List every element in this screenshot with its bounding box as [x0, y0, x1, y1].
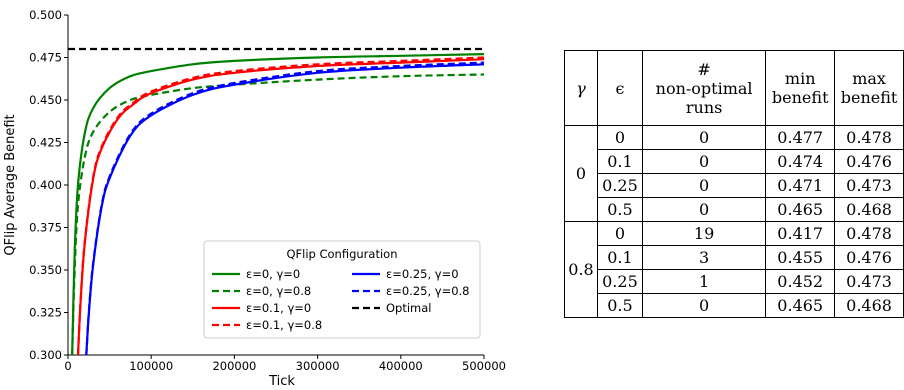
header-max: max: [852, 69, 886, 88]
min-benefit-cell: 0.465: [765, 293, 836, 318]
results-table: γ ϵ # non-optimal runs min benefit max b…: [564, 50, 904, 318]
epsilon-cell: 0.25: [596, 269, 643, 294]
y-tick-label: 0.500: [29, 8, 62, 22]
header-runs: runs: [685, 97, 723, 117]
min-benefit-cell: 0.474: [765, 149, 836, 174]
chart-axes: 0.300 0.325 0.350 0.375 0.400 0.425 0.450 0.475…: [3, 8, 506, 389]
y-tick-label: 0.475: [29, 51, 62, 65]
y-tick-label: 0.350: [29, 263, 62, 277]
max-benefit-cell: 0.473: [834, 173, 904, 198]
series-line: [71, 73, 484, 355]
legend-label: ε=0.25, γ=0.8: [386, 284, 470, 298]
legend-label: ε=0.1, γ=0.8: [246, 318, 322, 332]
gamma-group-cell: 0: [564, 125, 598, 222]
table-row: 0.25 1 0.452 0.473: [565, 269, 904, 294]
non-optimal-cell: 0: [641, 173, 767, 198]
legend-label: ε=0, γ=0: [246, 267, 300, 281]
table-row: 0.25 0 0.471 0.473: [565, 173, 904, 198]
header-non-optimal: non-optimal: [655, 78, 753, 98]
header-min: min: [784, 69, 816, 88]
y-axis-label: QFlip Average Benefit: [3, 114, 18, 255]
y-tick-label: 0.300: [29, 348, 62, 362]
table-row: 0 0 0 0.477 0.478: [564, 125, 904, 222]
non-optimal-cell: 19: [641, 221, 767, 246]
y-tick-label: 0.375: [29, 221, 62, 235]
y-tick-label: 0.325: [29, 306, 62, 320]
x-tick-label: 200000: [212, 359, 256, 373]
x-tick-label: 0: [64, 359, 71, 373]
header-min-benefit: min benefit: [765, 50, 836, 126]
non-optimal-cell: 0: [641, 293, 767, 318]
x-axis-label: Tick: [268, 374, 295, 389]
table-header-row: γ ϵ # non-optimal runs min benefit max b…: [564, 50, 904, 126]
legend-label: ε=0.1, γ=0: [246, 301, 311, 315]
header-max-benefit-word: benefit: [840, 88, 898, 107]
min-benefit-cell: 0.465: [765, 197, 836, 222]
header-max-benefit: max benefit: [834, 50, 904, 126]
series-line: [85, 61, 484, 355]
series-line: [76, 56, 484, 355]
table-row: 0.5 0 0.465 0.468: [565, 197, 904, 222]
chart-series: [68, 47, 484, 355]
results-table-container: γ ϵ # non-optimal runs min benefit max b…: [564, 50, 904, 318]
y-tick-label: 0.400: [29, 178, 62, 192]
epsilon-cell: 0.1: [596, 149, 643, 174]
epsilon-cell: 0.1: [596, 245, 643, 270]
y-tick-label: 0.425: [29, 136, 62, 150]
max-benefit-cell: 0.468: [834, 197, 904, 222]
legend-label: Optimal: [386, 301, 432, 315]
table-row: 0.8 0 19 0.417 0.478: [564, 221, 904, 318]
epsilon-cell: 0.25: [596, 173, 643, 198]
non-optimal-cell: 3: [641, 245, 767, 270]
table-row: 0.5 0 0.465 0.468: [565, 293, 904, 318]
legend-box: [203, 240, 481, 339]
header-hash: #: [697, 59, 711, 79]
series-line: [71, 53, 484, 355]
chart-legend: QFlip Configuration ε=0, γ=0 ε=0, γ=0.8 ε=0…: [203, 240, 481, 339]
table-row: 0.1 3 0.455 0.476: [565, 245, 904, 270]
legend-label: ε=0.25, γ=0: [386, 267, 459, 281]
non-optimal-cell: 1: [641, 269, 767, 294]
min-benefit-cell: 0.452: [765, 269, 836, 294]
min-benefit-cell: 0.471: [765, 173, 836, 198]
table-row: 0.1 0 0.474 0.476: [565, 149, 904, 174]
x-tick-label: 100000: [129, 359, 173, 373]
x-tick-label: 300000: [296, 359, 340, 373]
x-tick-label: 500000: [462, 359, 506, 373]
max-benefit-cell: 0.473: [834, 269, 904, 294]
min-benefit-cell: 0.417: [765, 221, 836, 246]
max-benefit-cell: 0.478: [834, 221, 904, 246]
min-benefit-cell: 0.477: [765, 125, 836, 150]
max-benefit-cell: 0.478: [834, 125, 904, 150]
legend-label: ε=0, γ=0.8: [246, 284, 311, 298]
min-benefit-cell: 0.455: [765, 245, 836, 270]
epsilon-cell: 0.5: [596, 197, 643, 222]
line-chart: 0.300 0.325 0.350 0.375 0.400 0.425 0.450 0.475…: [3, 8, 506, 389]
gamma-group-cell: 0.8: [564, 221, 598, 318]
non-optimal-cell: 0: [641, 197, 767, 222]
legend-title: QFlip Configuration: [286, 247, 397, 261]
non-optimal-cell: 0: [641, 125, 767, 150]
header-gamma: γ: [564, 50, 598, 126]
x-tick-label: 400000: [379, 359, 423, 373]
header-min-benefit-word: benefit: [771, 88, 829, 107]
epsilon-cell: 0.5: [596, 293, 643, 318]
header-non-optimal-runs: # non-optimal runs: [641, 50, 767, 126]
header-epsilon: ϵ: [596, 50, 643, 126]
max-benefit-cell: 0.468: [834, 293, 904, 318]
epsilon-cell: 0: [596, 221, 643, 246]
epsilon-cell: 0: [596, 125, 643, 150]
y-tick-label: 0.450: [29, 93, 62, 107]
non-optimal-cell: 0: [641, 149, 767, 174]
max-benefit-cell: 0.476: [834, 245, 904, 270]
max-benefit-cell: 0.476: [834, 149, 904, 174]
